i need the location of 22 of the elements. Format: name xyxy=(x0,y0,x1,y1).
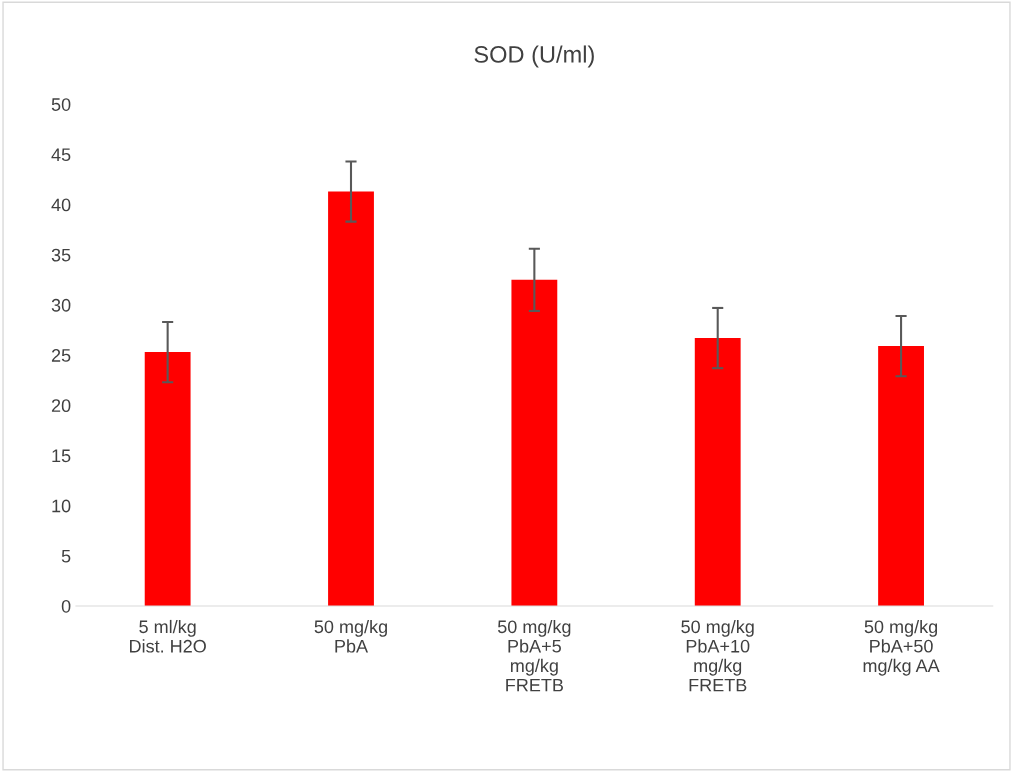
y-tick-label: 35 xyxy=(51,248,71,262)
y-tick-label: 25 xyxy=(51,349,71,362)
bar xyxy=(144,352,191,607)
bar xyxy=(878,346,924,607)
y-tick-label: 10 xyxy=(52,499,71,513)
y-tick-label: 50 xyxy=(51,98,71,111)
x-tick-label: 50 mg/kg PbA xyxy=(314,619,387,653)
bar xyxy=(511,279,558,607)
y-tick-label: 15 xyxy=(52,449,71,463)
x-tick-label: 5 ml/kg Dist. H2O xyxy=(130,619,206,653)
x-tick-label: 50 mg/kg PbA+10 mg/kg FRETB xyxy=(681,619,754,692)
x-tick-label: 50 mg/kg PbA+50 mg/kg AA xyxy=(863,619,940,676)
bar xyxy=(694,338,741,607)
y-tick-label: 45 xyxy=(51,148,71,162)
bar xyxy=(328,191,374,607)
x-tick-label: 50 mg/kg PbA+5 mg/kg FRETB xyxy=(497,619,571,692)
y-tick-label: 30 xyxy=(51,298,71,312)
y-tick-label: 40 xyxy=(51,198,71,212)
y-tick-label: 5 xyxy=(61,549,71,563)
y-tick-label: 20 xyxy=(51,399,71,413)
y-tick-label: 0 xyxy=(61,599,71,613)
chart-title: SOD (U/ml) xyxy=(474,45,594,68)
